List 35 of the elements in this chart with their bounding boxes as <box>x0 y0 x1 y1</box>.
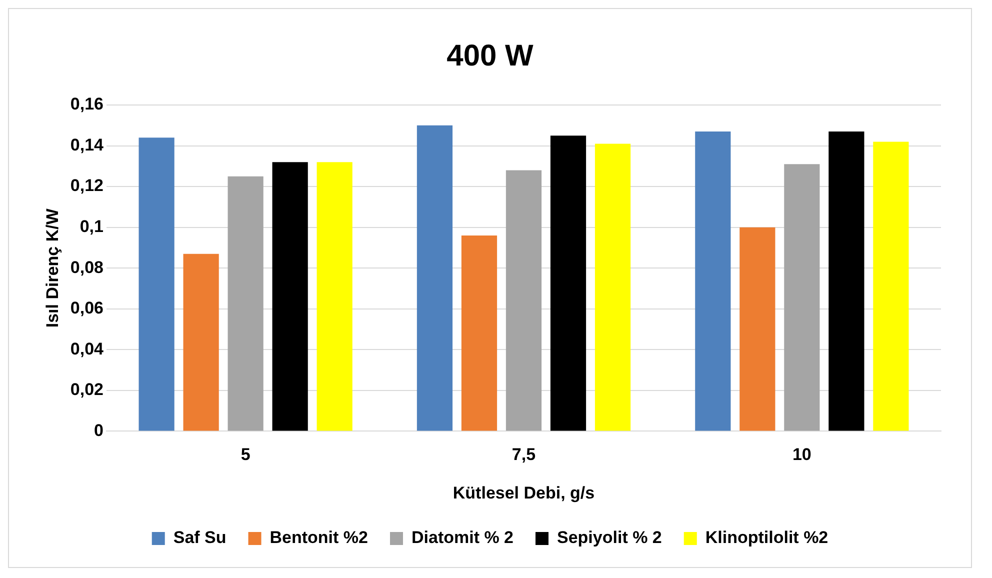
y-axis-title: Isıl Direnç K/W <box>42 208 62 328</box>
x-tick-label: 5 <box>240 445 250 464</box>
y-tick-label: 0,06 <box>70 298 104 318</box>
legend-label: Bentonit %2 <box>270 528 368 548</box>
legend-label: Sepiyolit % 2 <box>557 528 662 548</box>
y-tick-label: 0,16 <box>70 94 104 114</box>
bar <box>316 162 352 431</box>
bar <box>740 227 776 431</box>
bar <box>138 138 174 431</box>
bar <box>461 235 498 431</box>
bar <box>695 132 731 431</box>
bar <box>228 176 264 431</box>
chart-title: 400 W <box>446 39 534 72</box>
x-tick-label: 10 <box>792 445 812 464</box>
legend-label: Klinoptilolit %2 <box>705 528 828 548</box>
bar <box>873 142 909 431</box>
y-tick-label: 0,02 <box>70 380 104 400</box>
bar <box>272 162 308 431</box>
y-tick-label: 0,12 <box>70 176 104 196</box>
bar <box>506 170 542 431</box>
x-tick-label: 7,5 <box>512 445 536 464</box>
y-tick-label: 0,14 <box>70 135 104 154</box>
legend-label: Diatomit % 2 <box>411 528 514 548</box>
legend-label: Saf Su <box>173 528 226 548</box>
y-tick-label: 0,08 <box>70 258 104 277</box>
y-tick-label: 0 <box>94 420 104 440</box>
bar <box>183 254 219 431</box>
y-tick-label: 0,04 <box>70 339 104 358</box>
x-axis-title: Kütlesel Debi, g/s <box>452 483 595 502</box>
bar <box>550 136 586 431</box>
bar <box>784 164 820 431</box>
y-tick-label: 0,1 <box>80 217 104 236</box>
bar <box>594 144 631 431</box>
bar <box>416 125 453 431</box>
bar <box>828 132 864 431</box>
